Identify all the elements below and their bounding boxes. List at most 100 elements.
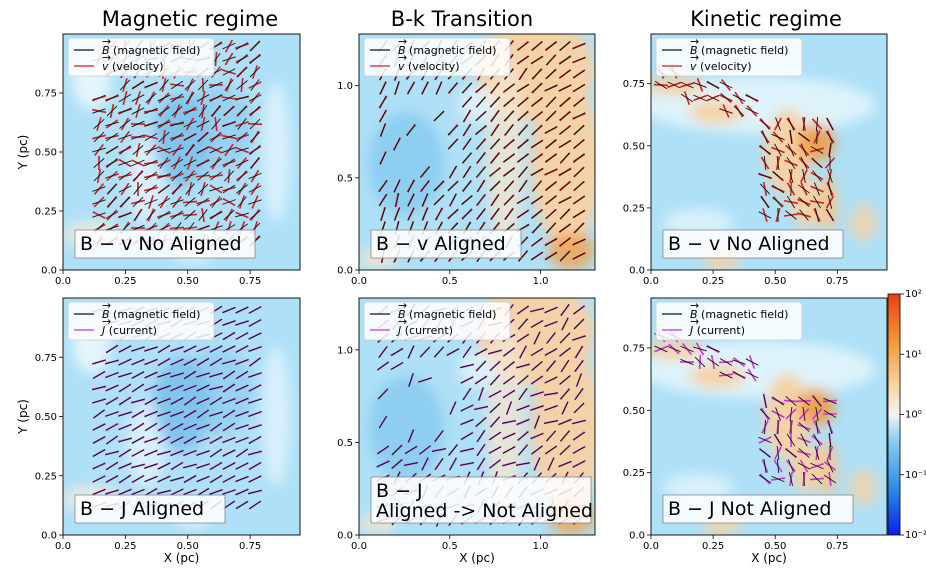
magnetic-vector (785, 210, 797, 220)
magnetic-vector (235, 345, 249, 353)
magnetic-vector (545, 54, 557, 66)
x-tick-label: 0.75 (826, 541, 848, 552)
y-tick-label: 0.75 (35, 353, 57, 364)
magnetic-vector (118, 384, 132, 392)
magnetic-vector (476, 96, 486, 108)
magnetic-vector (447, 180, 459, 192)
magnetic-vector (559, 332, 571, 344)
magnetic-vector (144, 159, 158, 167)
map-blob (368, 111, 444, 216)
magnetic-vector (394, 81, 400, 95)
x-tick-label: 0.25 (114, 541, 136, 552)
magnetic-vector (798, 448, 810, 458)
vector-accent: → (102, 35, 111, 48)
magnetic-vector (237, 105, 247, 117)
magnetic-vector (680, 345, 694, 353)
magnetic-vector (119, 119, 131, 129)
magnetic-vector (789, 407, 793, 421)
magnetic-vector (489, 152, 501, 164)
legend-label: J (current) (688, 324, 745, 337)
magnetic-vector (544, 405, 558, 411)
magnetic-vector (544, 252, 558, 260)
magnetic-vector (545, 195, 557, 205)
magnetic-vector (106, 209, 118, 221)
magnetic-vector (235, 42, 249, 50)
magnetic-vector (146, 209, 156, 221)
magnetic-vector (131, 107, 145, 115)
magnetic-vector (544, 320, 558, 328)
magnetic-vector (105, 396, 119, 406)
magnetic-vector (490, 194, 500, 206)
magnetic-vector (531, 55, 543, 65)
magnetic-vector (391, 444, 403, 456)
magnetic-vector (144, 82, 158, 88)
magnetic-vector (222, 94, 236, 102)
magnetic-vector (196, 159, 210, 167)
colorbar-tick-label: 10⁻¹ (905, 470, 926, 481)
magnetic-vector (488, 431, 502, 441)
magnetic-vector (183, 475, 197, 483)
magnetic-vector (474, 405, 488, 411)
magnetic-vector (172, 183, 182, 195)
magnetic-vector (105, 435, 119, 445)
magnetic-vector (118, 160, 132, 166)
magnetic-vector (183, 436, 197, 444)
magnetic-vector (572, 446, 586, 454)
map-blob (688, 100, 746, 124)
annotation-text-line2: Aligned -> Not Aligned (376, 500, 593, 522)
colorbar-tick-label: 10¹ (905, 349, 922, 360)
magnetic-vector (105, 423, 119, 431)
y-axis-label: Y (pc) (16, 135, 30, 171)
magnetic-vector (504, 194, 514, 206)
magnetic-vector (476, 458, 486, 470)
magnetic-vector (462, 179, 472, 193)
magnetic-vector (559, 250, 571, 262)
magnetic-vector (170, 397, 184, 405)
magnetic-vector (170, 462, 184, 470)
y-tick-label: 0.50 (623, 406, 645, 417)
magnetic-vector (118, 134, 132, 140)
x-tick-label: 0.5 (442, 541, 458, 552)
magnetic-vector (249, 118, 261, 130)
magnetic-vector (680, 93, 694, 103)
magnetic-vector (516, 334, 530, 342)
magnetic-vector (131, 94, 145, 102)
magnetic-vector (811, 157, 823, 169)
magnetic-vector (235, 306, 249, 314)
magnetic-vector (460, 448, 474, 452)
magnetic-vector (828, 142, 832, 158)
magnetic-vector (248, 450, 262, 456)
vector-accent: → (102, 315, 111, 328)
magnetic-vector (504, 180, 514, 192)
magnetic-vector (803, 471, 805, 487)
magnetic-vector (118, 449, 132, 457)
magnetic-vector (575, 345, 583, 359)
magnetic-vector (407, 81, 415, 95)
magnetic-vector (170, 436, 184, 444)
y-tick-label: 0.50 (623, 141, 645, 152)
magnetic-vector (531, 110, 543, 122)
map-blob (547, 232, 595, 270)
magnetic-vector (144, 384, 158, 392)
magnetic-vector (545, 68, 557, 80)
magnetic-vector (196, 487, 210, 497)
map-blob (531, 81, 595, 247)
magnetic-vector (530, 391, 544, 397)
magnetic-vector (236, 67, 248, 77)
legend-label: v (velocity) (690, 60, 752, 73)
magnetic-vector (133, 209, 143, 221)
magnetic-vector (248, 172, 262, 180)
magnetic-vector (131, 463, 145, 469)
magnetic-vector (534, 415, 540, 429)
magnetic-vector (572, 252, 586, 260)
magnetic-vector (518, 68, 528, 80)
magnetic-vector (489, 138, 501, 150)
magnetic-vector (196, 345, 210, 353)
magnetic-vector (463, 109, 471, 123)
magnetic-vector (573, 318, 585, 330)
magnetic-vector (144, 397, 158, 405)
magnetic-vector (249, 105, 261, 117)
magnetic-vector (518, 387, 528, 401)
magnetic-vector (448, 444, 458, 456)
colorbar: 10⁻² 10⁻¹ 10⁰ 10¹ 10² (887, 289, 926, 541)
